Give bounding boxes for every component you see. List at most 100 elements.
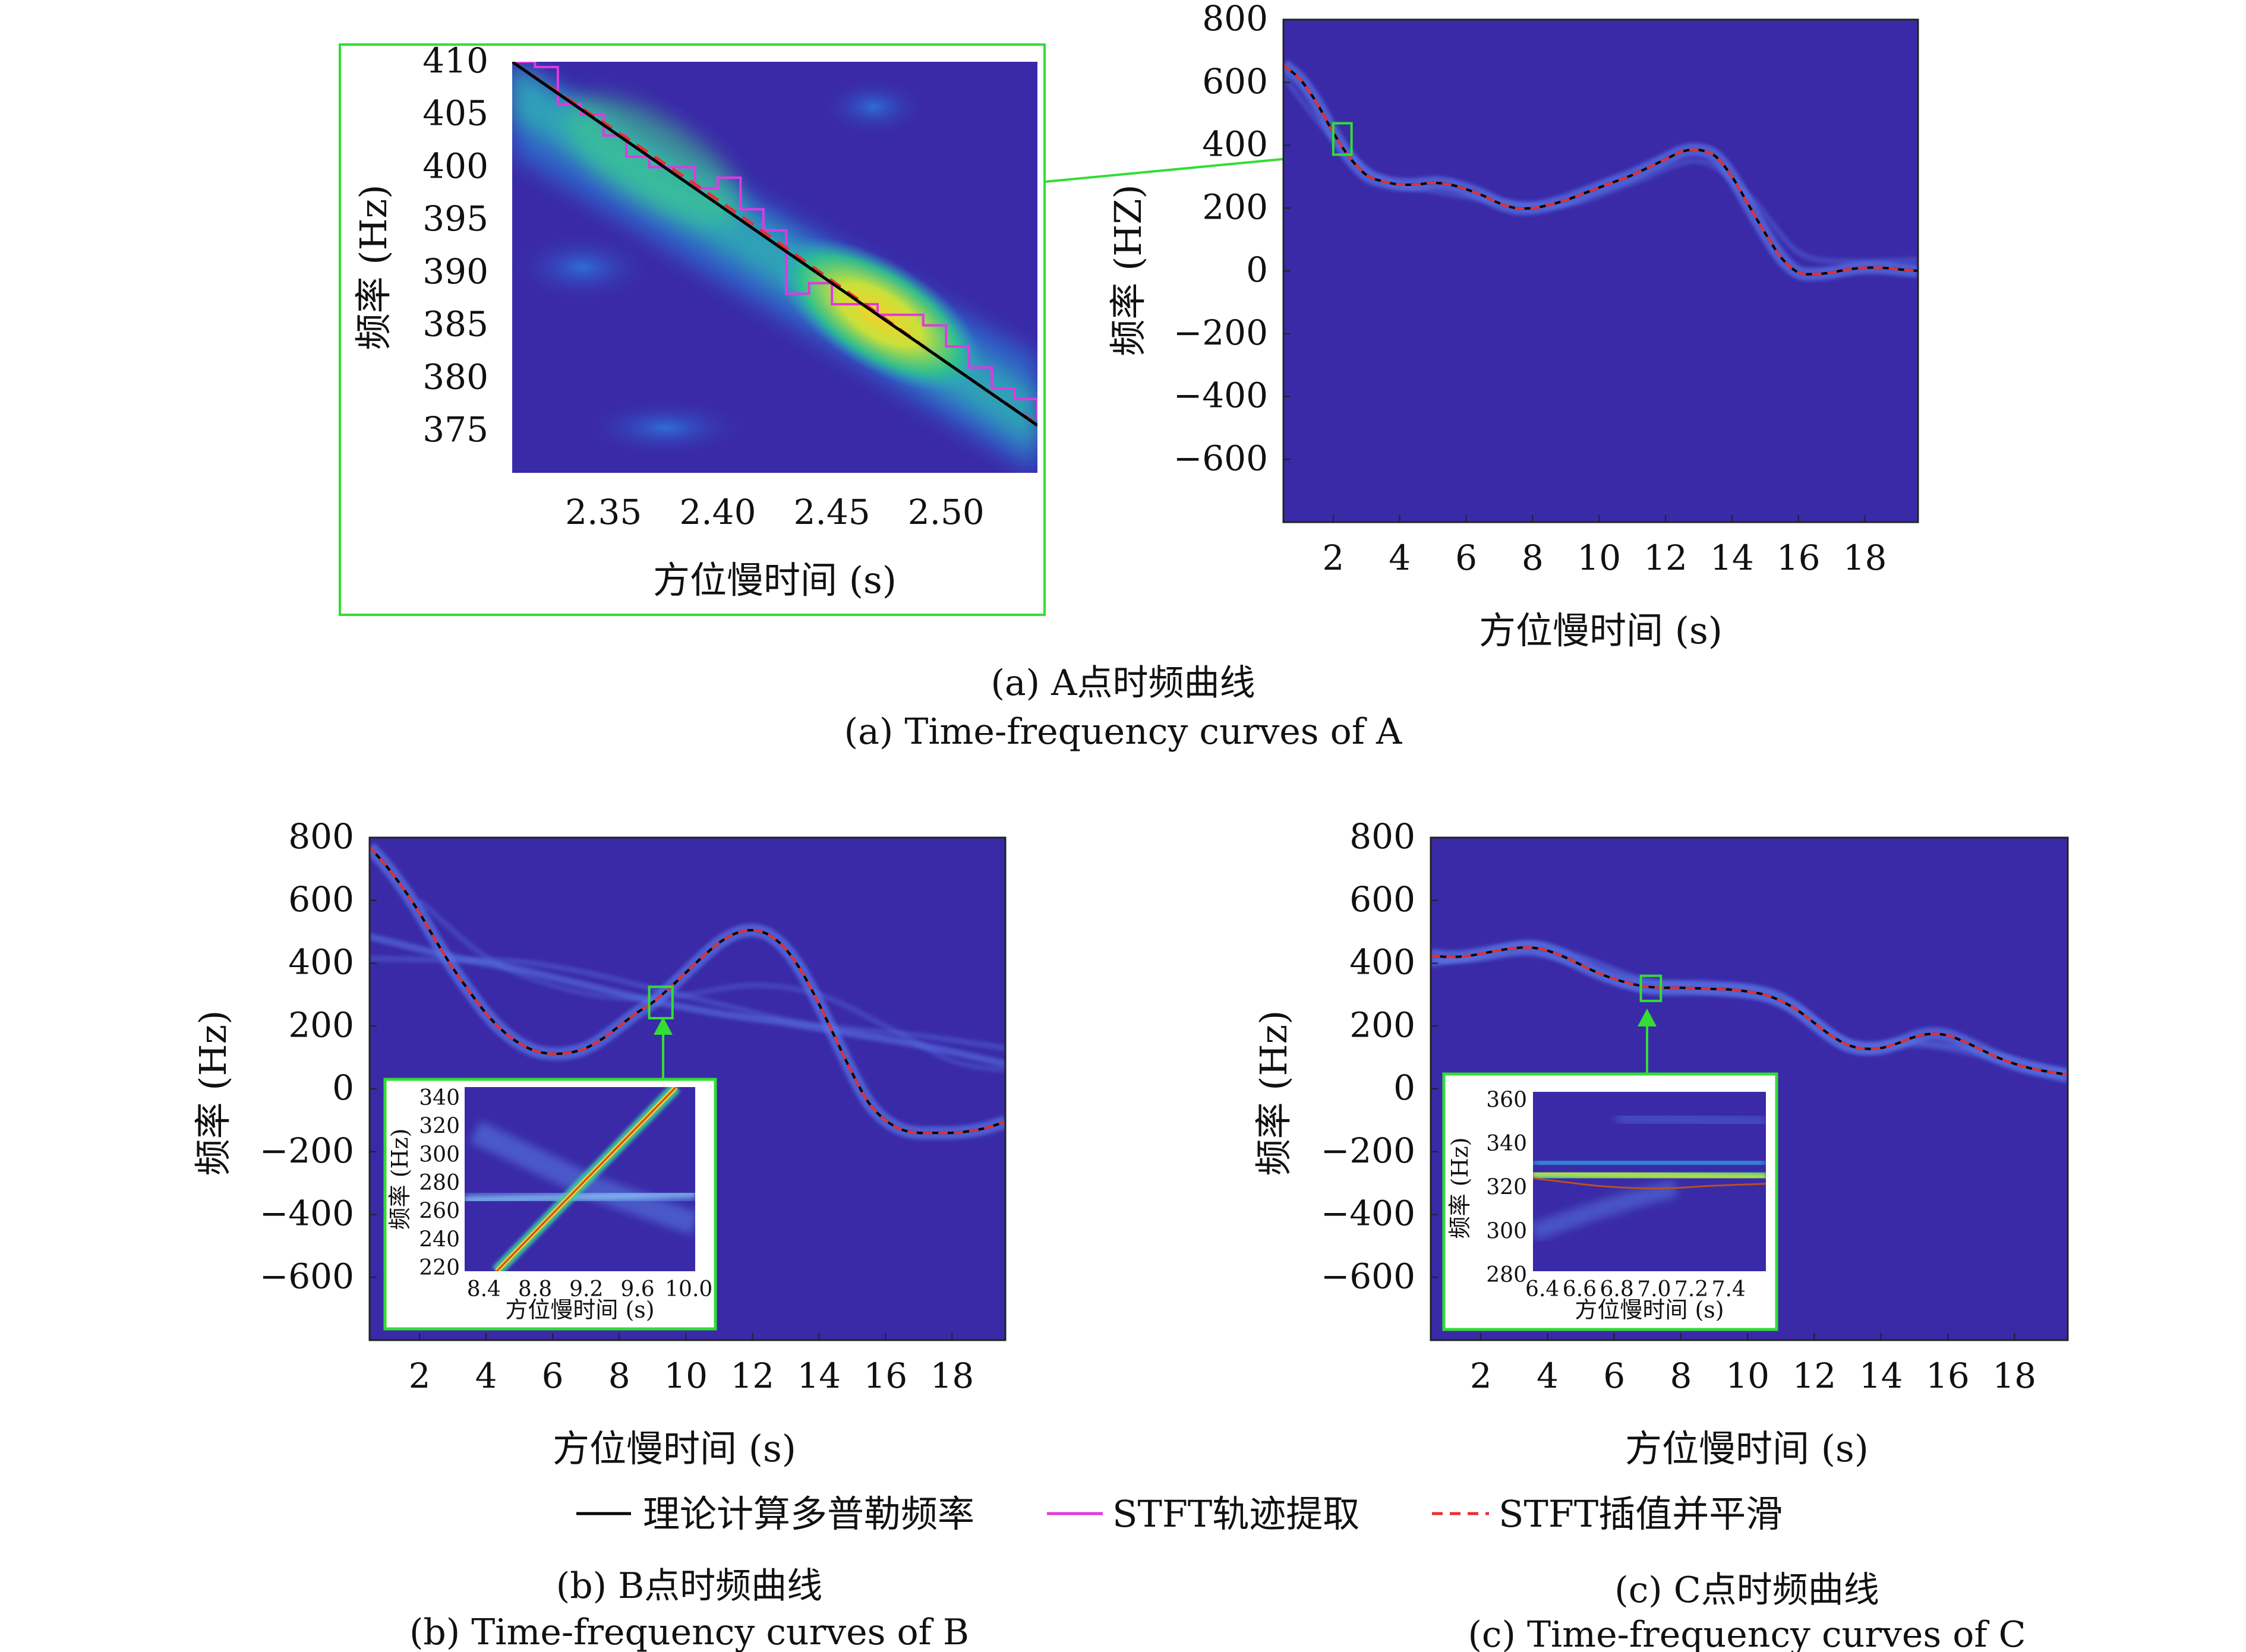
inset-arrow-b: [654, 1017, 673, 1035]
zoom-connector-a: [1044, 154, 1320, 183]
b-zoom-y-tick-label: 320: [419, 1114, 460, 1139]
b-zoom-x-tick-label: 8.8: [518, 1277, 552, 1302]
y-axis-label-b-zoom: 频率 (Hz): [387, 1129, 413, 1230]
a-zoom-y-tick-label: 375: [422, 409, 488, 450]
c-main-x-tick-label: 12: [1793, 1356, 1837, 1396]
a-zoom-x-tick-label: 2.40: [679, 492, 756, 532]
caption-a-chinese: (a) A点时频曲线: [991, 662, 1256, 704]
b-zoom-y-tick-label: 340: [419, 1086, 460, 1110]
x-tick-labels-b-zoom: 8.4 8.8 9.2 9.6 10.0: [467, 1277, 713, 1302]
a-main-x-tick-label: 16: [1777, 538, 1821, 578]
zoom-box: [1639, 974, 1663, 1002]
y-tick-labels-b-zoom: 340 320 300 280 260 240 220: [419, 1086, 460, 1280]
series-layer-c-main: [1431, 940, 2068, 1084]
panel-c-main: 2 4 6 8 10 12 14 16 18 800 600 400 200 0 −200 −400 −600…: [1252, 816, 2069, 1470]
c-zoom-x-tick-label: 6.8: [1600, 1277, 1633, 1302]
a-main-y-tick-label: 0: [1246, 249, 1268, 290]
b-zoom-y-tick-label: 280: [419, 1171, 460, 1195]
a-main-y-tick-label: 200: [1202, 187, 1268, 227]
plot-area-a-zoom: [512, 62, 1037, 473]
a-main-y-tick-label: 800: [1202, 0, 1268, 39]
series-layer-b-main: [370, 842, 1005, 1140]
a-zoom-y-tick-label: 410: [422, 40, 488, 81]
y-tick-labels-a-main: 800 600 400 200 0 −200 −400 −600: [1174, 0, 1291, 478]
x-tick-labels-b-main: 2 4 6 8 10 12 14 16 18: [409, 1333, 974, 1396]
legend: 理论计算多普勒频率 STFT轨迹提取 STFT插值并平滑: [576, 1492, 1783, 1536]
a-main-y-tick-label: 400: [1202, 124, 1268, 165]
y-axis-label-c-zoom: 频率 (Hz): [1447, 1138, 1473, 1239]
y-tick-labels-a-zoom: 410 405 400 395 390 385 380 375: [422, 40, 488, 450]
y-tick-labels-c-main: 800 600 400 200 0 −200 −400 −600: [1321, 816, 1438, 1296]
a-main-y-tick-label: 600: [1202, 61, 1268, 102]
y-axis-label-a-zoom: 频率 (Hz): [352, 185, 395, 350]
c-zoom-y-tick-label: 280: [1486, 1263, 1527, 1287]
series-layer-b-zoom: [492, 1087, 680, 1271]
series-smoothed: [1283, 64, 1918, 276]
c-main-y-tick-label: 600: [1349, 879, 1415, 920]
caption-b-english: (b) Time-frequency curves of B: [409, 1612, 969, 1652]
c-main-y-tick-label: 0: [1393, 1067, 1415, 1108]
x-axis-label-b-zoom: 方位慢时间 (s): [505, 1297, 654, 1323]
b-main-y-tick-label: 200: [288, 1005, 354, 1045]
panel-b-main: 2 4 6 8 10 12 14 16 18 800 600 400 200 0 −200 −400 −600…: [191, 816, 1007, 1470]
c-main-y-tick-label: −400: [1321, 1193, 1415, 1234]
b-zoom-x-tick-label: 8.4: [467, 1277, 501, 1302]
caption-c-chinese: (c) C点时频曲线: [1614, 1569, 1879, 1611]
c-zoom-y-tick-label: 360: [1486, 1088, 1527, 1112]
c-zoom-y-tick-label: 300: [1486, 1219, 1527, 1243]
c-zoom-x-tick-label: 6.4: [1525, 1277, 1559, 1302]
b-main-x-tick-label: 2: [409, 1356, 431, 1396]
b-zoom-x-tick-label: 9.6: [620, 1277, 654, 1302]
y-axis-label-b-main: 频率 (Hz): [191, 1010, 235, 1176]
y-axis-label-c-main: 频率 (Hz): [1252, 1010, 1295, 1176]
b-main-y-tick-label: −200: [260, 1130, 354, 1171]
heatmap-energy: [512, 62, 1037, 473]
c-main-x-tick-label: 18: [1992, 1356, 2036, 1396]
series-layer-a-main: [1283, 60, 1918, 281]
x-axis-label-b-main: 方位慢时间 (s): [553, 1427, 796, 1470]
c-main-y-tick-label: −600: [1321, 1256, 1415, 1296]
b-main-y-tick-label: 0: [332, 1067, 354, 1108]
a-main-x-tick-label: 2: [1322, 538, 1344, 578]
b-main-y-tick-label: −400: [260, 1193, 354, 1234]
series-smoothed: [1533, 1177, 1766, 1190]
b-main-y-tick-label: −600: [260, 1256, 354, 1296]
caption-b-chinese: (b) B点时频曲线: [556, 1565, 822, 1607]
legend-label-smoothed: STFT插值并平滑: [1499, 1492, 1783, 1536]
a-main-x-tick-label: 14: [1710, 538, 1754, 578]
b-main-x-tick-label: 18: [930, 1356, 974, 1396]
a-zoom-y-tick-label: 405: [422, 93, 488, 134]
a-main-x-tick-label: 18: [1843, 538, 1887, 578]
c-zoom-y-tick-label: 340: [1486, 1132, 1527, 1156]
b-zoom-y-tick-label: 260: [419, 1199, 460, 1224]
b-main-x-tick-label: 6: [542, 1356, 564, 1396]
x-tick-labels-c-zoom: 6.4 6.6 6.8 7.0 7.2 7.4: [1525, 1277, 1746, 1302]
y-tick-labels-c-zoom: 360 340 320 300 280: [1486, 1088, 1527, 1287]
series-layer-a-zoom: [512, 62, 1037, 427]
c-main-x-tick-label: 2: [1470, 1356, 1492, 1396]
c-main-x-tick-label: 16: [1926, 1356, 1970, 1396]
x-axis-label-c-main: 方位慢时间 (s): [1625, 1427, 1869, 1470]
b-main-y-tick-label: 800: [288, 816, 354, 857]
caption-a-english: (a) Time-frequency curves of A: [844, 711, 1402, 753]
inset-energy-b: [465, 1120, 695, 1235]
a-main-y-tick-label: −600: [1174, 438, 1268, 478]
c-main-y-tick-label: −200: [1321, 1130, 1415, 1171]
caption-c-english: (c) Time-frequency curves of C: [1468, 1614, 2026, 1652]
a-zoom-x-tick-label: 2.45: [794, 492, 870, 532]
inset-arrow-c: [1638, 1009, 1657, 1026]
c-zoom-x-tick-label: 7.0: [1637, 1277, 1671, 1302]
b-main-y-tick-label: 400: [288, 942, 354, 983]
a-main-x-tick-label: 10: [1577, 538, 1621, 578]
c-main-x-tick-label: 8: [1670, 1356, 1692, 1396]
c-main-x-tick-label: 10: [1725, 1356, 1769, 1396]
inset-energy-c: [1533, 1109, 1766, 1242]
series-smoothed: [1431, 946, 2068, 1076]
zoom-box: [1332, 122, 1353, 156]
series-theoretical: [512, 62, 1037, 427]
b-main-x-tick-label: 10: [664, 1356, 708, 1396]
c-main-y-tick-label: 200: [1349, 1005, 1415, 1045]
a-main-y-tick-label: −400: [1174, 375, 1268, 416]
legend-label-stft: STFT轨迹提取: [1112, 1492, 1359, 1536]
x-axis-label-a-zoom: 方位慢时间 (s): [653, 558, 897, 602]
